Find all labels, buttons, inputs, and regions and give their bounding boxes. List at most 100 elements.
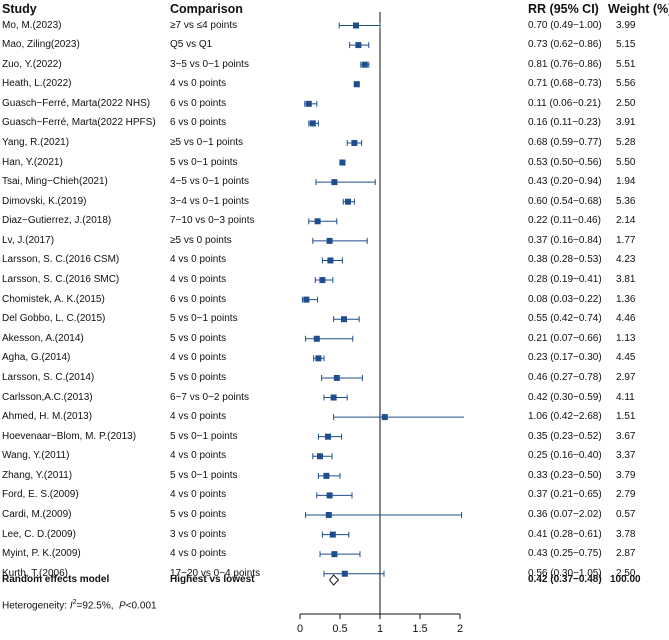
p-value: <0.001 <box>125 600 157 612</box>
header-rr: RR (95% CI) <box>528 2 599 16</box>
rr-ci-label: 0.60 (0.54−0.68) <box>528 195 602 207</box>
comparison-label: 17−20 vs 0−4 points <box>170 567 261 579</box>
rr-ci-label: 0.21 (0.07−0.66) <box>528 332 602 344</box>
comparison-label: 4 vs 0 points <box>170 450 227 462</box>
comparison-label: 6 vs 0 points <box>170 97 227 109</box>
weight-label: 5.28 <box>616 136 636 148</box>
weight-label: 4.11 <box>616 391 635 403</box>
rr-ci-label: 0.43 (0.25−0.75) <box>528 548 602 560</box>
comparison-label: 4 vs 0 points <box>170 411 227 423</box>
weight-label: 1.94 <box>616 176 636 188</box>
x-tick-label: 0.5 <box>332 623 348 635</box>
weight-label: 4.45 <box>616 352 636 364</box>
comparison-label: 4 vs 0 points <box>170 352 227 364</box>
x-tick-label: 2 <box>456 623 464 635</box>
i2-symbol: I <box>69 600 73 612</box>
weight-label: 3.67 <box>616 430 636 442</box>
summary-weight: 100.00 <box>610 574 641 585</box>
rr-ci-label: 0.23 (0.17−0.30) <box>528 352 602 364</box>
rr-ci-label: 0.37 (0.16−0.84) <box>528 234 602 246</box>
point-estimate-9 <box>345 198 351 205</box>
weight-label: 3.78 <box>616 528 636 540</box>
study-label: Cardi, M.(2009) <box>2 509 72 520</box>
study-label: Agha, G.(2014) <box>2 352 71 364</box>
study-label: Lee, C. D.(2009) <box>2 528 76 540</box>
rr-ci-label: 0.41 (0.28−0.61) <box>528 528 602 540</box>
rr-ci-label: 0.11 (0.06−0.21) <box>528 97 601 109</box>
rr-ci-label: 0.43 (0.20−0.94) <box>528 176 602 188</box>
point-estimate-7 <box>339 159 346 166</box>
point-estimate-3 <box>353 81 360 88</box>
comparison-label: 5 vs 0 points <box>170 371 227 383</box>
comparison-label: 4−5 vs 0−1 points <box>170 176 249 188</box>
comparison-label: 4 vs 0 points <box>170 78 227 90</box>
study-label: Dimovski, K.(2019) <box>2 195 87 207</box>
point-estimate-19 <box>330 394 337 401</box>
comparison-label: 4 vs 0 points <box>170 548 227 560</box>
weight-label: 5.15 <box>616 39 636 51</box>
comparison-label: 6−7 vs 0−2 points <box>170 391 249 403</box>
x-tick-label: 1 <box>376 623 384 635</box>
point-estimate-27 <box>331 551 338 558</box>
point-estimate-23 <box>323 472 330 479</box>
heterogeneity-prefix: Heterogeneity: <box>2 600 70 612</box>
rr-ci-label: 0.08 (0.03−0.22) <box>528 293 602 305</box>
comparison-label: 6 vs 0 points <box>170 117 227 129</box>
rr-ci-label: 0.25 (0.16−0.40) <box>528 450 602 462</box>
study-label: Akesson, A.(2014) <box>2 332 84 344</box>
point-estimate-5 <box>309 120 316 127</box>
header-weight: Weight (%) <box>608 2 669 16</box>
point-estimate-17 <box>315 355 322 362</box>
rr-ci-label: 0.38 (0.28−0.53) <box>528 254 602 266</box>
study-label: Zhang, Y.(2011) <box>2 469 73 481</box>
weight-label: 5.56 <box>616 78 636 90</box>
comparison-label: 4 vs 0 points <box>170 254 227 266</box>
summary-rr-ci: 0.42 (0.37−0.48) <box>528 574 602 585</box>
study-label: Chomistek, A. K.(2015) <box>2 293 105 305</box>
study-label: Tsai, Ming−Chieh(2021) <box>2 176 108 188</box>
point-estimate-21 <box>325 433 331 440</box>
rr-ci-label: 0.70 (0.49−1.00) <box>528 19 602 31</box>
rr-ci-label: 0.68 (0.59−0.77) <box>528 136 602 148</box>
comparison-label: 6 vs 0 points <box>170 293 227 305</box>
comparison-label: 4 vs 0 points <box>170 274 227 286</box>
weight-label: 3.79 <box>616 469 636 481</box>
weight-label: 2.79 <box>616 489 636 501</box>
weight-label: 3.37 <box>616 450 636 462</box>
rr-ci-label: 0.42 (0.30−0.59) <box>528 391 602 403</box>
point-estimate-26 <box>329 531 336 538</box>
weight-label: 5.36 <box>616 195 636 207</box>
point-estimate-22 <box>317 453 323 460</box>
comparison-label: Q5 vs Q1 <box>170 39 213 51</box>
weight-label: 5.50 <box>616 156 636 168</box>
comparison-label: 5 vs 0−1 points <box>170 313 238 325</box>
i2-value: =92.5%, <box>76 600 120 612</box>
study-label: Yang, R.(2021) <box>2 136 70 148</box>
rr-ci-label: 0.16 (0.11−0.23) <box>528 117 601 129</box>
comparison-label: 5 vs 0 points <box>170 332 227 344</box>
weight-label: 4.46 <box>616 313 636 325</box>
study-label: Mo, M.(2023) <box>2 19 62 31</box>
point-estimate-15 <box>341 316 347 323</box>
comparison-label: 7−10 vs 0−3 points <box>170 215 255 227</box>
comparison-label: 5 vs 0−1 points <box>170 156 238 168</box>
header-comparison: Comparison <box>170 2 243 16</box>
rr-ci-label: 0.55 (0.42−0.74) <box>528 313 602 325</box>
point-estimate-28 <box>341 570 348 577</box>
point-estimate-24 <box>326 492 333 499</box>
comparison-label: ≥5 vs 0 points <box>170 234 232 246</box>
summary-label: Random effects model <box>2 574 110 585</box>
point-estimate-6 <box>351 139 358 146</box>
rr-ci-label: 0.73 (0.62−0.86) <box>528 39 602 51</box>
i2-superscript: 2 <box>72 599 77 606</box>
rr-ci-label: 0.56 (0.30−1.05) <box>528 567 602 579</box>
weight-label: 1.77 <box>616 234 636 246</box>
weight-label: 2.97 <box>616 371 636 383</box>
rr-ci-label: 0.46 (0.27−0.78) <box>528 371 602 383</box>
point-estimate-2 <box>361 61 368 68</box>
point-estimate-13 <box>319 277 326 284</box>
weight-label: 1.36 <box>616 293 636 305</box>
weight-label: 1.13 <box>616 332 636 344</box>
study-label: Myint, P. K.(2009) <box>2 548 81 560</box>
rr-ci-label: 0.71 (0.68−0.73) <box>528 78 602 90</box>
